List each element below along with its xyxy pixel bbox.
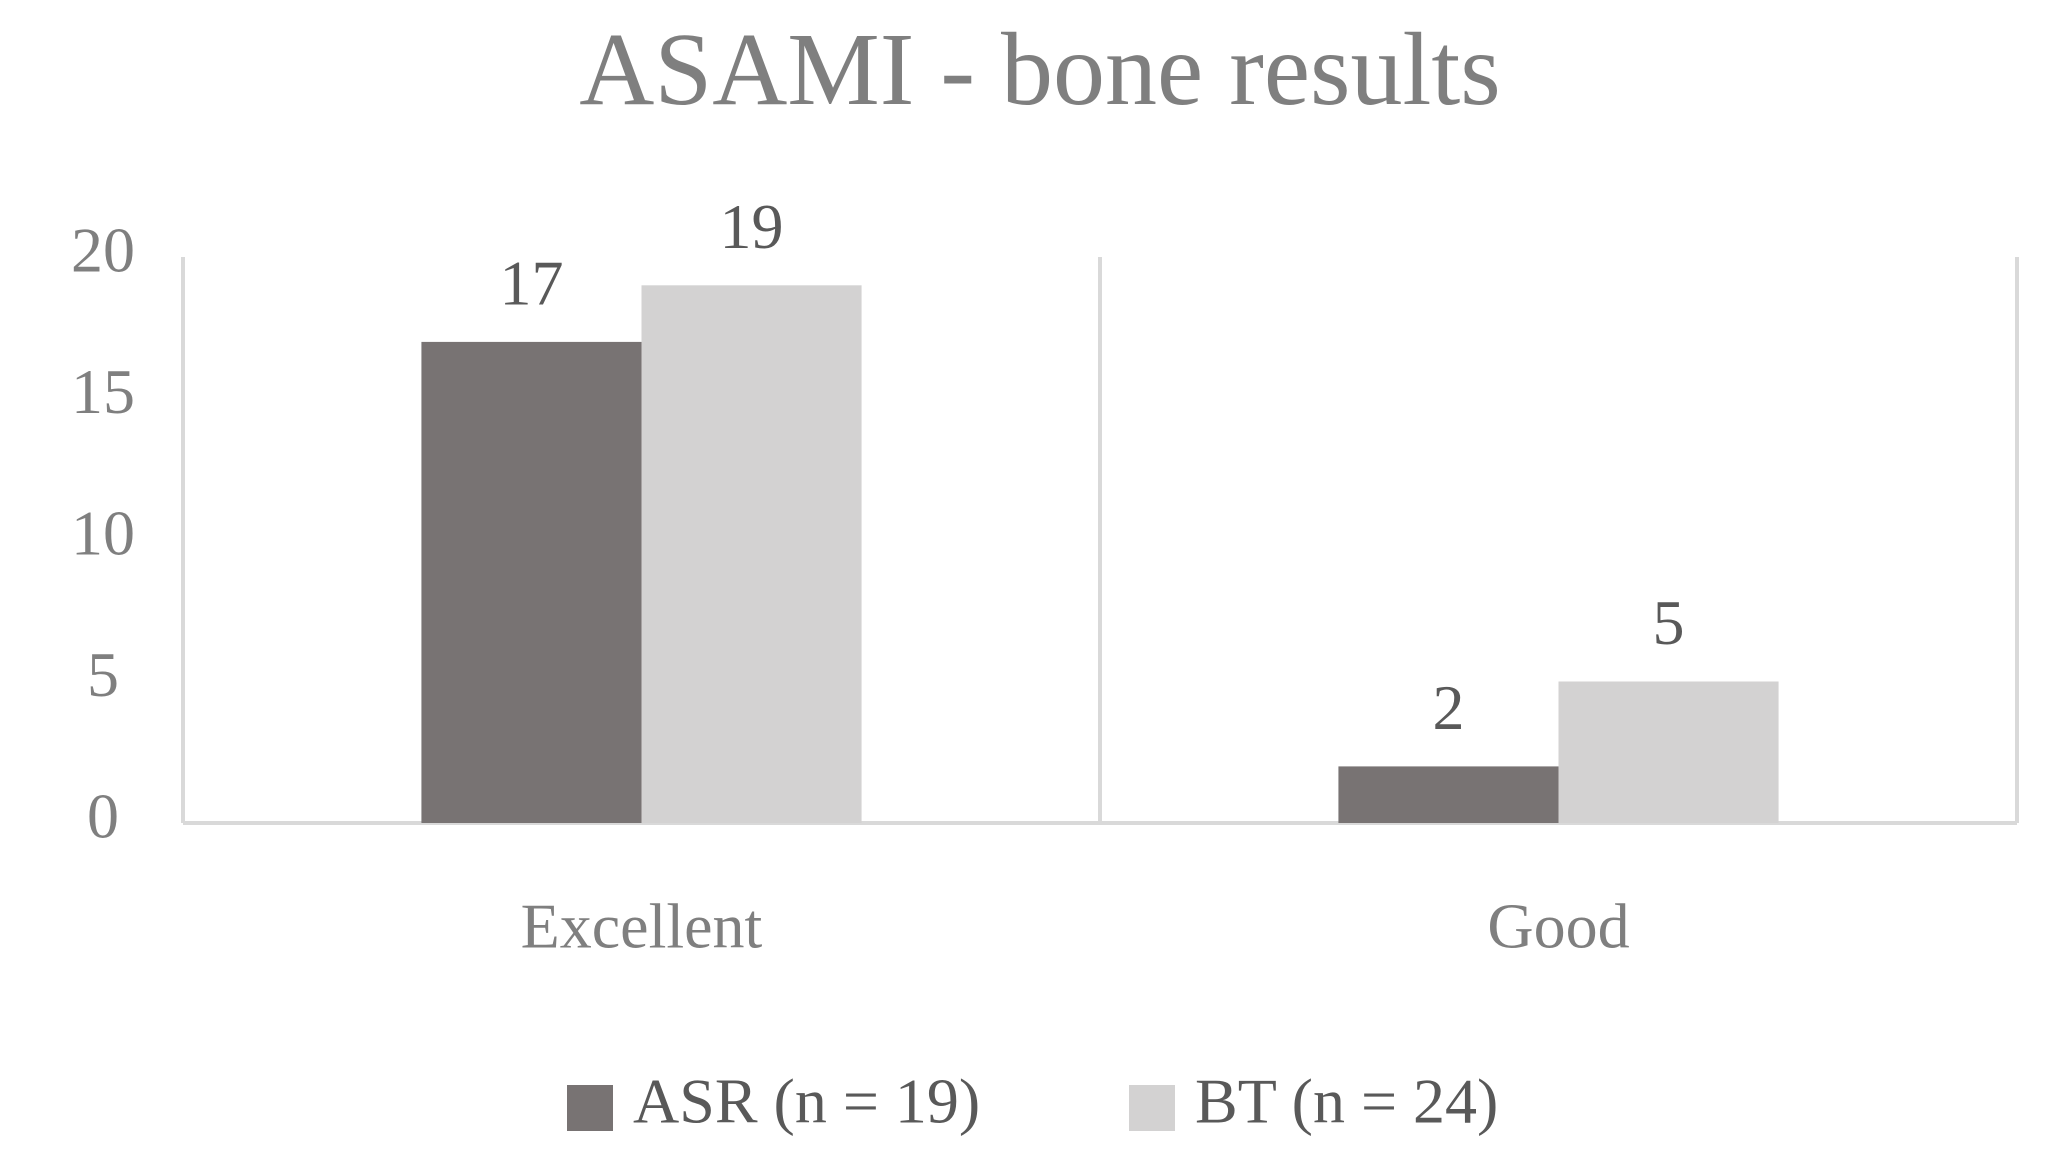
bar bbox=[421, 341, 642, 823]
legend-swatch bbox=[1129, 1085, 1175, 1131]
bar bbox=[1558, 681, 1779, 823]
data-label: 5 bbox=[1653, 587, 1685, 658]
x-tick-label: Excellent bbox=[521, 891, 763, 962]
x-tick-label: Good bbox=[1487, 891, 1629, 962]
legend-swatch bbox=[567, 1085, 613, 1131]
data-label: 2 bbox=[1432, 672, 1464, 743]
y-tick-label: 0 bbox=[87, 781, 119, 852]
data-label: 19 bbox=[720, 191, 784, 262]
y-tick-label: 10 bbox=[71, 498, 135, 569]
legend-label: ASR (n = 19) bbox=[633, 1066, 980, 1137]
y-tick-label: 15 bbox=[71, 356, 135, 427]
y-tick-label: 20 bbox=[71, 215, 135, 286]
y-tick-label: 5 bbox=[87, 639, 119, 710]
data-label: 17 bbox=[499, 248, 563, 319]
chart-title: ASAMI - bone results bbox=[579, 12, 1500, 127]
bar bbox=[641, 285, 862, 823]
legend-label: BT (n = 24) bbox=[1195, 1066, 1498, 1137]
bar bbox=[1338, 766, 1559, 823]
